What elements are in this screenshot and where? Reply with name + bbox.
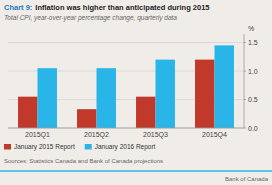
bottom-rule	[0, 170, 272, 172]
grid-line	[8, 128, 244, 129]
title: Inflation was higher than anticipated du…	[35, 3, 209, 12]
y-axis-label: %	[248, 25, 254, 32]
y-tick-label: 1.5	[248, 39, 258, 46]
x-tick-label: 2015Q3	[143, 131, 168, 139]
grid-line	[8, 42, 244, 43]
y-tick-label: 0.0	[248, 125, 258, 132]
legend-swatch	[85, 144, 92, 150]
y-tick	[244, 71, 246, 72]
subtitle: Total CPI, year-over-year percentage cha…	[4, 14, 177, 22]
bar	[77, 109, 96, 128]
bars	[18, 45, 234, 128]
y-tick-label: 1.0	[248, 68, 258, 75]
bar	[136, 97, 155, 128]
chart: Chart 9:Inflation was higher than antici…	[0, 0, 272, 185]
branding: Bank of Canada	[225, 176, 269, 182]
y-tick-label: 0.5	[248, 96, 258, 103]
background	[0, 0, 272, 185]
y-tick	[244, 128, 246, 129]
x-tick-label: 2015Q2	[84, 131, 109, 139]
bar	[215, 45, 234, 128]
chart-label: Chart 9:	[4, 3, 32, 12]
y-axis	[244, 34, 245, 128]
y-tick	[244, 99, 246, 100]
bar	[195, 60, 214, 128]
x-axis	[8, 128, 244, 129]
bar	[156, 60, 175, 128]
y-tick	[244, 42, 246, 43]
x-tick-label: 2015Q4	[202, 131, 227, 139]
bar	[97, 68, 116, 128]
x-tick-label: 2015Q1	[25, 131, 50, 139]
legend-label: January 2016 Report	[95, 143, 156, 151]
legend-label: January 2015 Report	[14, 143, 75, 151]
source: Sources: Statistics Canada and Bank of C…	[4, 158, 163, 164]
legend-swatch	[4, 144, 11, 150]
bar	[18, 97, 37, 128]
bar	[38, 68, 57, 128]
